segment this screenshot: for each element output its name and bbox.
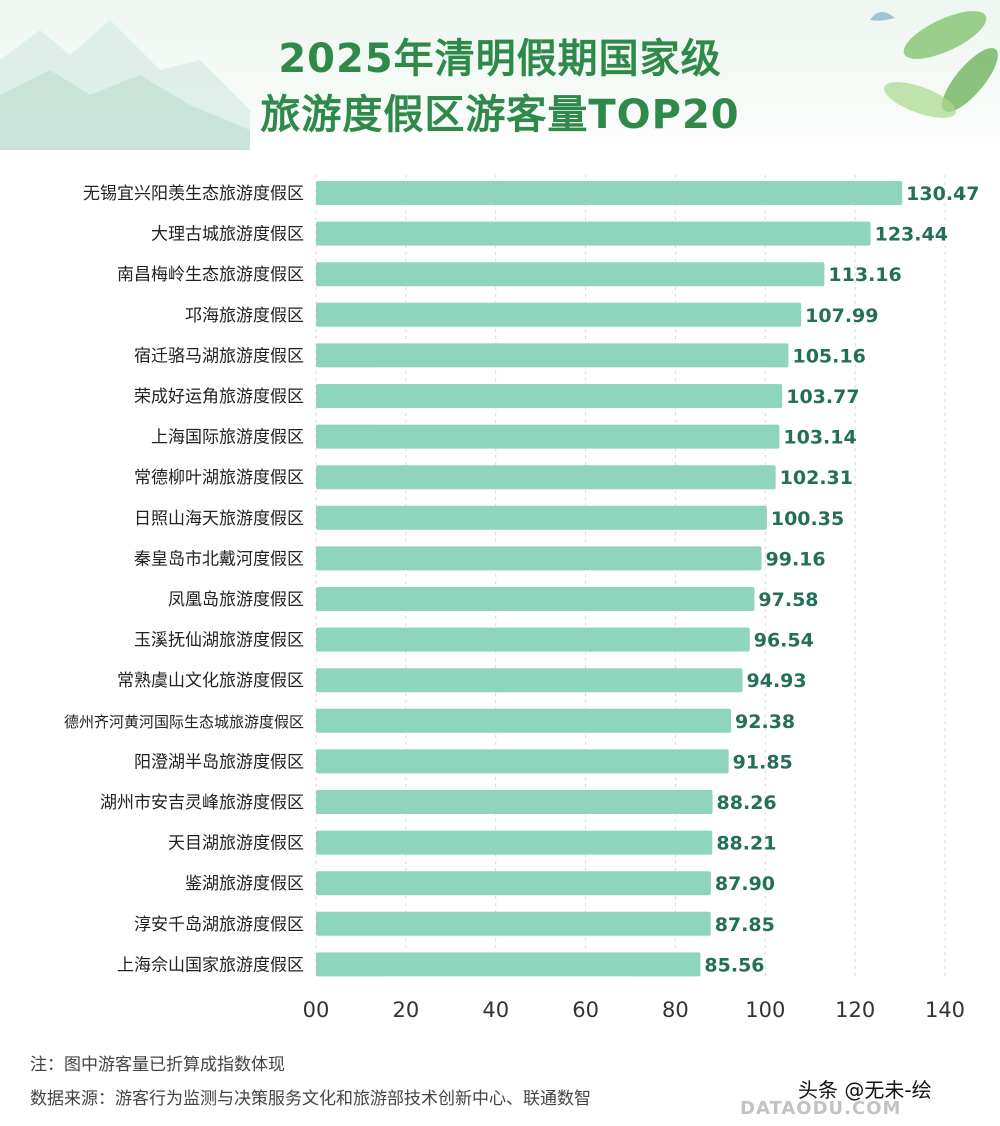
bar	[316, 911, 711, 936]
chart-title-line2: 旅游度假区游客量TOP20	[260, 92, 740, 138]
value-label: 85.56	[704, 954, 764, 976]
bar	[316, 302, 802, 327]
x-tick-label: 100	[745, 998, 785, 1022]
value-label: 107.99	[805, 305, 878, 327]
category-label: 日照山海天旅游度假区	[134, 509, 304, 529]
leaves-decoration	[870, 11, 998, 118]
category-label: 淳安千岛湖旅游度假区	[134, 915, 304, 935]
value-label: 87.85	[715, 914, 775, 936]
category-label: 阳澄湖半岛旅游度假区	[134, 752, 304, 772]
category-label: 荣成好运角旅游度假区	[134, 387, 304, 407]
bar	[316, 587, 755, 611]
x-tick-label: 60	[572, 998, 599, 1022]
category-label: 上海国际旅游度假区	[151, 428, 304, 448]
value-label: 88.26	[717, 792, 777, 814]
value-label: 88.21	[716, 833, 776, 855]
bar	[316, 384, 783, 408]
category-label: 天目湖旅游度假区	[168, 834, 304, 854]
value-label: 103.77	[786, 386, 859, 408]
value-label: 105.16	[792, 345, 865, 367]
bars	[316, 181, 903, 977]
value-labels: 130.47 123.44 113.16 107.99 105.16 103.77 103.…	[704, 183, 979, 976]
x-tick-label: 00	[303, 998, 330, 1022]
category-label: 玉溪抚仙湖旅游度假区	[134, 631, 304, 651]
bar	[316, 830, 713, 855]
bar	[316, 343, 789, 368]
bar	[316, 668, 743, 693]
value-label: 123.44	[875, 224, 948, 246]
category-label: 无锡宜兴阳羡生态旅游度假区	[83, 184, 304, 204]
value-label: 113.16	[828, 264, 901, 286]
category-label: 邛海旅游度假区	[185, 306, 304, 326]
category-label: 南昌梅岭生态旅游度假区	[117, 265, 304, 285]
bar	[316, 262, 825, 287]
grid-lines	[315, 175, 946, 980]
value-label: 96.54	[754, 630, 814, 652]
value-label: 130.47	[906, 183, 979, 205]
x-tick-label: 120	[835, 998, 875, 1022]
category-label: 上海佘山国家旅游度假区	[117, 955, 304, 975]
value-label: 91.85	[733, 751, 793, 773]
category-label: 湖州市安吉灵峰旅游度假区	[100, 793, 304, 813]
category-label: 宿迁骆马湖旅游度假区	[134, 346, 304, 366]
bar	[316, 627, 750, 652]
bar	[316, 871, 711, 896]
bar	[316, 181, 903, 205]
bar	[316, 221, 871, 246]
value-label: 87.90	[715, 873, 775, 895]
category-label: 德州齐河黄河国际生态城旅游度假区	[64, 713, 304, 731]
footnote-source: 数据来源：游客行为监测与决策服务文化和旅游部技术创新中心、联通数智	[30, 1089, 591, 1109]
value-label: 102.31	[780, 467, 853, 489]
bar	[316, 505, 767, 530]
category-label: 大理古城旅游度假区	[151, 225, 304, 245]
category-labels: 无锡宜兴阳羡生态旅游度假区大理古城旅游度假区南昌梅岭生态旅游度假区邛海旅游度假区…	[64, 184, 304, 975]
category-label: 常熟虞山文化旅游度假区	[117, 670, 304, 691]
value-label: 97.58	[758, 589, 818, 611]
value-label: 94.93	[747, 670, 807, 692]
bar	[316, 424, 780, 449]
x-tick-label: 20	[392, 998, 419, 1022]
value-label: 100.35	[771, 508, 844, 530]
category-label: 凤凰岛旅游度假区	[168, 590, 304, 610]
value-label: 92.38	[735, 711, 795, 733]
value-label: 103.14	[783, 427, 856, 449]
mountain-decoration	[0, 20, 250, 150]
watermark-site: DATAODU.COM	[740, 1098, 902, 1119]
bar	[316, 749, 729, 774]
bar	[316, 952, 701, 977]
value-label: 99.16	[766, 548, 826, 570]
header-banner: 2025年清明假期国家级 旅游度假区游客量TOP20	[0, 0, 1000, 150]
footnote-note: 注：图中游客量已折算成指数体现	[30, 1055, 285, 1075]
bar-chart: 无锡宜兴阳羡生态旅游度假区大理古城旅游度假区南昌梅岭生态旅游度假区邛海旅游度假区…	[64, 175, 980, 1022]
x-tick-label: 80	[662, 998, 689, 1022]
x-tick-label: 40	[482, 998, 509, 1022]
bar	[316, 465, 776, 490]
watermark: 头条 @无未-绘	[798, 1078, 932, 1102]
chart-title-line1: 2025年清明假期国家级	[278, 36, 722, 82]
bar	[316, 708, 732, 733]
bar	[316, 790, 713, 814]
category-label: 秦皇岛市北戴河度假区	[134, 549, 304, 569]
category-label: 鉴湖旅游度假区	[185, 874, 304, 894]
x-axis-ticks: 00 20 40 60 80 100 120 140	[303, 998, 965, 1022]
category-label: 常德柳叶湖旅游度假区	[134, 468, 304, 488]
bar	[316, 546, 762, 571]
x-tick-label: 140	[925, 998, 965, 1022]
